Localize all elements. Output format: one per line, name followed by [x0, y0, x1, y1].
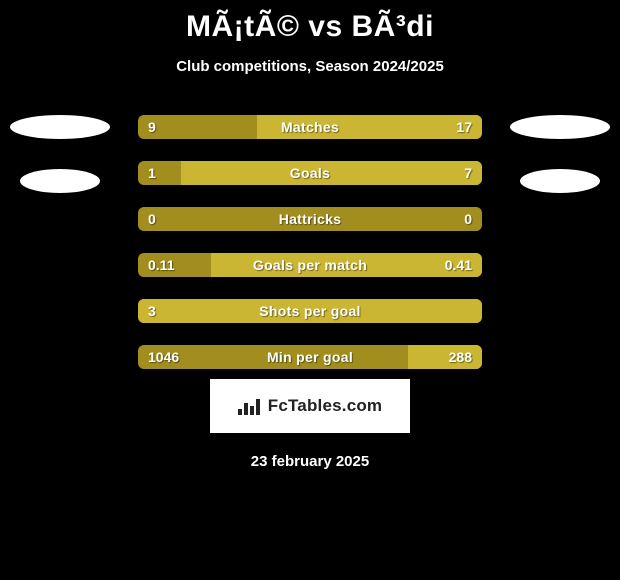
stat-label: Goals per match [138, 253, 482, 277]
stat-right-value: 17 [456, 115, 472, 139]
right-club-avatar [520, 169, 600, 193]
stat-right-value: 7 [464, 161, 472, 185]
stat-label: Goals [138, 161, 482, 185]
right-avatars [510, 115, 610, 193]
stat-row: 3Shots per goal [138, 299, 482, 323]
right-player-avatar [510, 115, 610, 139]
stat-row: 0Hattricks0 [138, 207, 482, 231]
stat-row: 9Matches17 [138, 115, 482, 139]
brand-badge: FcTables.com [210, 379, 410, 433]
page-subtitle: Club competitions, Season 2024/2025 [0, 58, 620, 75]
stat-label: Min per goal [138, 345, 482, 369]
stat-right-value: 0 [464, 207, 472, 231]
stat-row: 0.11Goals per match0.41 [138, 253, 482, 277]
stat-right-value: 288 [449, 345, 472, 369]
comparison-content: 9Matches17 1Goals7 0Hattricks0 0.11Goals pe… [0, 115, 620, 470]
stat-label: Matches [138, 115, 482, 139]
stat-right-value: 0.41 [445, 253, 472, 277]
stat-label: Shots per goal [138, 299, 482, 323]
left-player-avatar [10, 115, 110, 139]
date-text: 23 february 2025 [0, 453, 620, 470]
bars-icon [238, 397, 260, 415]
left-avatars [10, 115, 110, 193]
stat-row: 1Goals7 [138, 161, 482, 185]
left-club-avatar [20, 169, 100, 193]
stat-row: 1046Min per goal288 [138, 345, 482, 369]
page-title: MÃ¡tÃ© vs BÃ³di [0, 0, 620, 44]
brand-text: FcTables.com [268, 396, 383, 416]
stat-label: Hattricks [138, 207, 482, 231]
stat-rows: 9Matches17 1Goals7 0Hattricks0 0.11Goals pe… [138, 115, 482, 369]
